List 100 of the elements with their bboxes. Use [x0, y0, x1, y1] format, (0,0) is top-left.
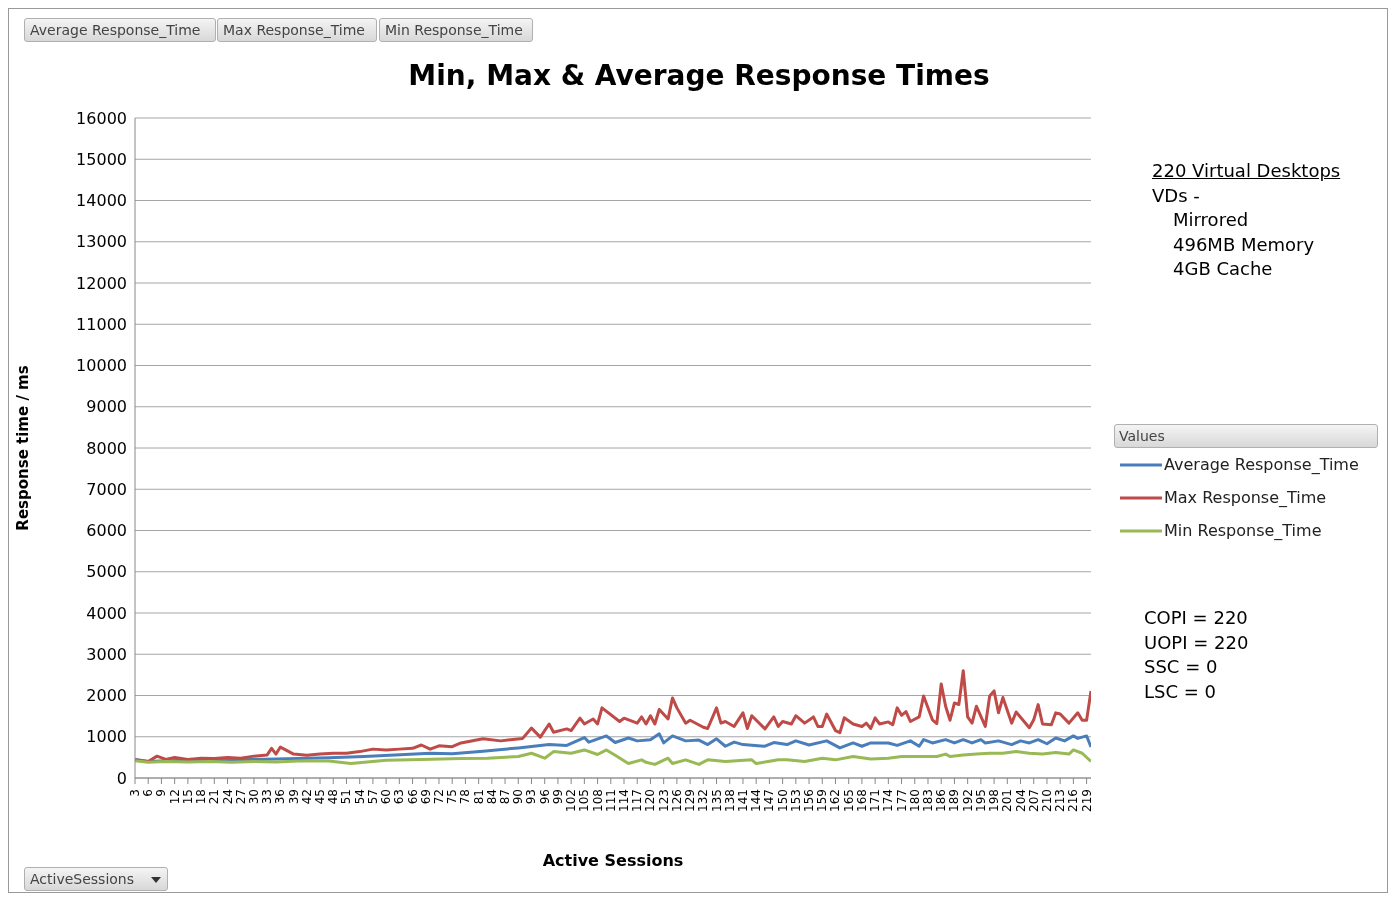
line-series — [135, 748, 1091, 766]
x-tick-label: 78 — [458, 789, 473, 805]
x-tick-label: 18 — [194, 789, 209, 805]
x-tick-label: 108 — [590, 789, 605, 812]
x-tick-label: 96 — [537, 789, 552, 805]
x-tick-label: 219 — [1079, 789, 1094, 812]
x-tick-label: 81 — [471, 789, 486, 805]
x-tick-label: 183 — [921, 789, 935, 812]
text: SSC = 0 — [1144, 655, 1219, 679]
x-tick-label: 39 — [286, 789, 301, 805]
x-tick-label: 126 — [669, 789, 684, 812]
x-tick-label: 42 — [299, 789, 314, 805]
text: LSC = 0 — [1144, 679, 1217, 704]
x-tick-label: 24 — [220, 789, 235, 805]
x-tick-label: 210 — [1039, 789, 1054, 812]
x-tick-label: 189 — [947, 789, 962, 812]
x-tick-label: 150 — [775, 789, 790, 812]
y-tick-label: 0 — [116, 768, 127, 788]
text: 496MB Memory — [1172, 232, 1316, 257]
y-tick-label: 6000 — [86, 521, 127, 541]
x-tick-label: 168 — [854, 789, 869, 812]
y-tick-label: 2000 — [86, 686, 127, 706]
x-tick-label: 51 — [339, 789, 354, 805]
x-tick-label: 198 — [987, 789, 1002, 812]
x-tick-label: 180 — [907, 789, 922, 812]
y-tick-label: 9000 — [86, 397, 127, 417]
y-tick-label: 11000 — [76, 314, 127, 334]
x-tick-label: 48 — [326, 789, 341, 805]
x-tick-label: 132 — [696, 789, 711, 812]
x-tick-label: 138 — [722, 789, 737, 812]
x-tick-label: 111 — [603, 789, 618, 812]
text: 4GB Cache — [1172, 257, 1274, 281]
x-tick-label: 21 — [207, 789, 222, 805]
legend-label: Average Response_Time — [1164, 455, 1359, 474]
text: 220 Virtual Desktops — [1152, 159, 1341, 183]
x-tick-label: 6 — [141, 789, 156, 797]
x-tick-label: 135 — [709, 789, 724, 812]
x-tick-label: 9 — [154, 789, 169, 797]
line-series — [135, 732, 1091, 763]
text: Max Response_Time — [217, 18, 377, 42]
x-axis-title: Active Sessions — [542, 851, 684, 870]
y-axis-title: Response time / ms — [14, 365, 33, 531]
x-tick-label: 90 — [511, 789, 526, 805]
x-tick-label: 63 — [392, 789, 407, 805]
x-tick-label: 165 — [841, 789, 856, 812]
x-tick-label: 60 — [379, 789, 394, 805]
y-tick-label: 14000 — [76, 191, 127, 211]
x-tick-label: 12 — [167, 789, 182, 805]
text: Average Response_Time — [24, 18, 216, 42]
x-tick-label: 117 — [630, 789, 645, 812]
x-tick-label: 204 — [1013, 789, 1028, 812]
x-tick-label: 177 — [894, 789, 909, 812]
x-tick-label: 45 — [313, 789, 328, 805]
y-tick-label: 3000 — [86, 644, 127, 664]
x-tick-label: 123 — [656, 789, 671, 812]
x-tick-label: 33 — [260, 789, 275, 805]
text: VDs - — [1152, 183, 1201, 208]
x-tick-label: 120 — [643, 789, 658, 812]
x-tick-label: 186 — [934, 789, 949, 812]
x-tick-label: 30 — [246, 789, 261, 805]
y-tick-label: 8000 — [86, 438, 127, 458]
x-tick-label: 57 — [365, 789, 380, 805]
text: Min Response_Time — [379, 18, 533, 42]
y-tick-label: 16000 — [76, 108, 127, 128]
x-tick-label: 213 — [1053, 789, 1068, 812]
x-tick-label: 141 — [735, 789, 750, 812]
x-tick-label: 99 — [550, 789, 565, 805]
x-tick-label: 87 — [498, 789, 513, 805]
y-tick-label: 12000 — [76, 273, 127, 293]
x-tick-label: 192 — [960, 789, 975, 812]
x-tick-label: 156 — [802, 789, 817, 812]
legend-label: Max Response_Time — [1164, 488, 1327, 507]
x-tick-label: 171 — [868, 789, 883, 812]
x-tick-label: 84 — [484, 789, 499, 805]
x-tick-label: 159 — [815, 789, 830, 812]
y-tick-label: 13000 — [76, 232, 127, 252]
y-tick-label: 7000 — [86, 479, 127, 499]
x-tick-label: 75 — [445, 789, 460, 805]
x-tick-label: 195 — [973, 789, 988, 812]
x-tick-label: 27 — [233, 789, 248, 805]
x-tick-label: 162 — [828, 789, 843, 812]
y-tick-label: 4000 — [86, 603, 127, 623]
x-tick-label: 102 — [564, 789, 579, 812]
x-tick-label: 207 — [1026, 789, 1041, 812]
text: Mirrored — [1172, 208, 1250, 232]
x-tick-label: 15 — [180, 789, 195, 805]
x-tick-label: 174 — [881, 789, 896, 812]
x-tick-label: 72 — [431, 789, 446, 805]
chart-title: Min, Max & Average Response Times — [407, 59, 991, 92]
x-tick-label: 216 — [1066, 789, 1081, 812]
legend-title: Values — [1114, 424, 1378, 448]
x-tick-label: 129 — [683, 789, 698, 812]
text: ActiveSessions — [24, 867, 168, 891]
x-tick-label: 105 — [577, 789, 592, 812]
y-tick-label: 5000 — [86, 562, 127, 582]
x-tick-label: 93 — [524, 789, 539, 805]
x-tick-label: 69 — [418, 789, 433, 805]
x-tick-label: 3 — [128, 789, 142, 797]
x-tick-label: 66 — [405, 789, 420, 805]
x-tick-label: 36 — [273, 789, 288, 805]
